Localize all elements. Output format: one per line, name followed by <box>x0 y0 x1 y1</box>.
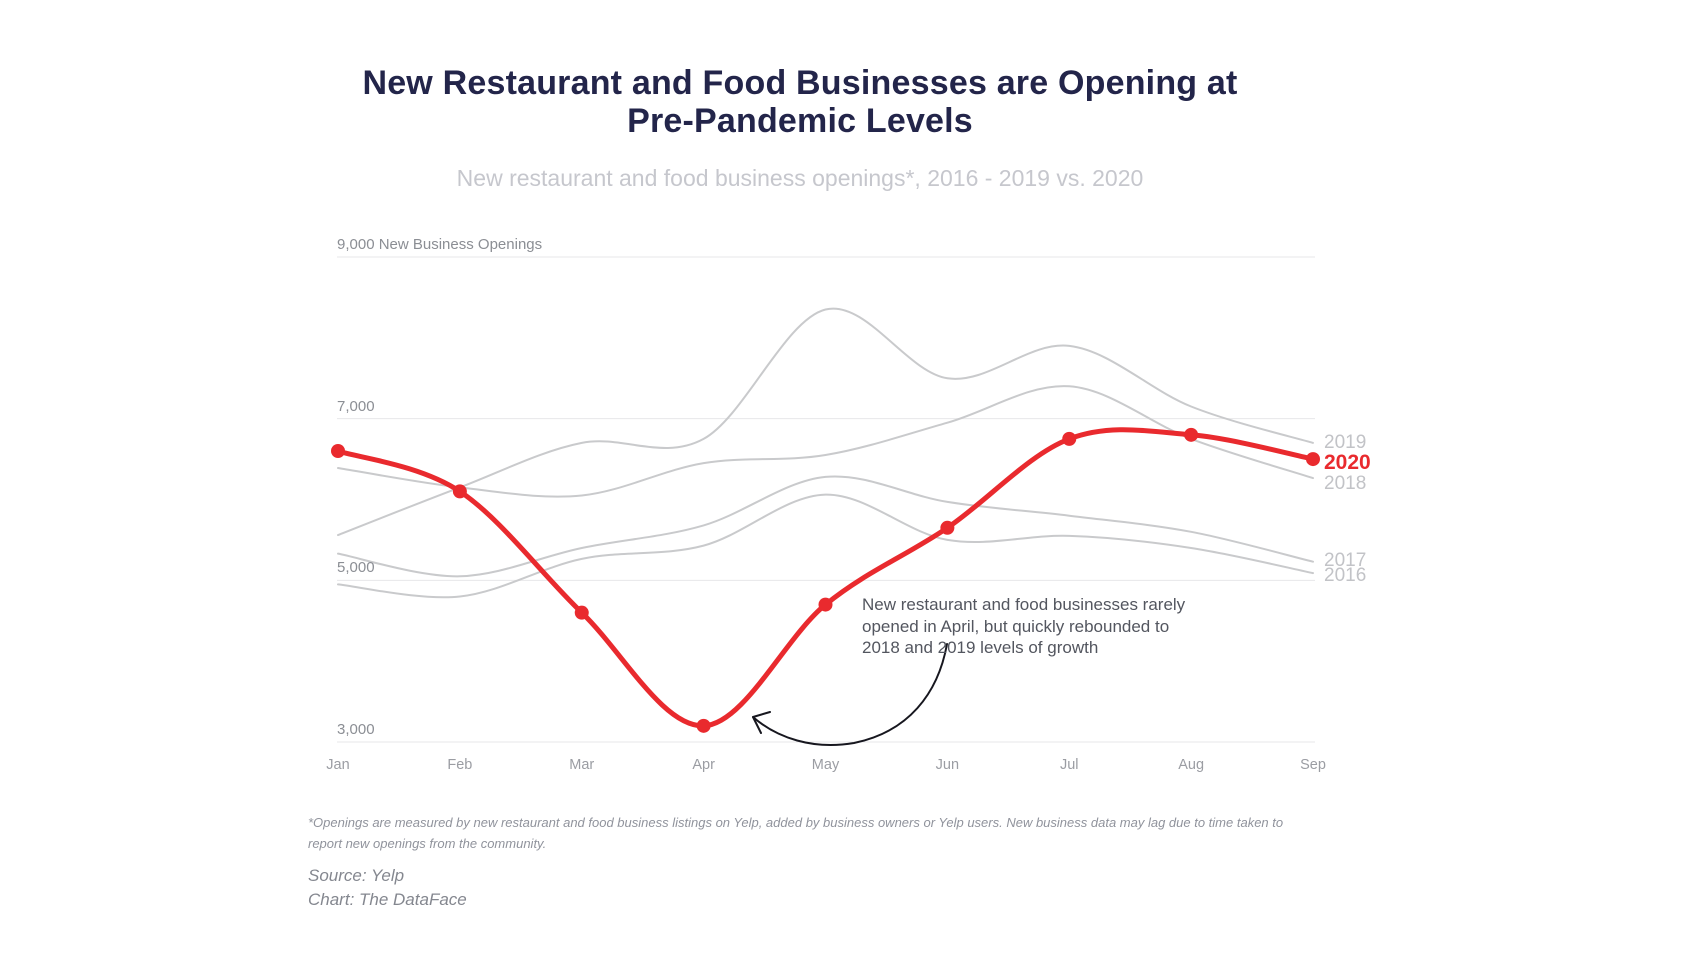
x-axis-tick-label: Apr <box>692 757 715 773</box>
annotation-note: New restaurant and food businesses rarel… <box>862 594 1185 659</box>
x-axis-tick-label: Aug <box>1178 757 1205 773</box>
line-2019 <box>337 307 1314 537</box>
data-point-2020 <box>331 444 345 458</box>
x-axis-tick-label: Jun <box>935 757 960 773</box>
x-axis-tick-label: Jan <box>326 757 350 773</box>
gridlines <box>337 256 1315 743</box>
y-axis-tick-label: 5,000 <box>337 559 375 577</box>
data-point-2020 <box>940 520 955 535</box>
x-axis-tick-label: May <box>811 757 840 773</box>
y-axis-tick-label: 3,000 <box>337 721 375 738</box>
source-block: Source: Yelp Chart: The DataFace <box>308 864 467 912</box>
data-point-2020 <box>1306 452 1320 467</box>
y-axis-tick-label: 7,000 <box>337 397 375 415</box>
data-series-lines <box>335 307 1316 729</box>
x-axis-tick-label: Mar <box>569 757 595 773</box>
x-axis-tick-label: Jul <box>1059 757 1079 773</box>
line-2017 <box>337 475 1314 578</box>
data-point-2020 <box>574 605 589 620</box>
x-axis-tick-label: Feb <box>447 757 473 773</box>
chart-subtitle: New restaurant and food business opening… <box>456 165 1144 191</box>
data-point-2020 <box>818 597 833 612</box>
footnote-text: *Openings are measured by new restaurant… <box>308 815 1284 851</box>
line-2020 <box>335 427 1316 729</box>
y-axis-tick-label: 9,000 New Business Openings <box>337 236 543 253</box>
annotation-line: 2018 and 2019 levels of growth <box>862 638 1099 657</box>
series-label-2018: 2018 <box>1324 473 1367 494</box>
annotation-line: opened in April, but quickly rebounded t… <box>862 616 1170 636</box>
data-point-2020 <box>696 718 711 733</box>
series-label-2020: 2020 <box>1324 451 1371 474</box>
chart-title: New Restaurant and Food Businesses are O… <box>0 64 1600 140</box>
x-axis-tick-label: Sep <box>1300 757 1326 773</box>
chart-title-line1: New Restaurant and Food Businesses are O… <box>362 64 1238 102</box>
chart-title-line2: Pre-Pandemic Levels <box>627 102 973 140</box>
series-label-2019: 2019 <box>1324 432 1367 453</box>
data-point-markers <box>331 427 1320 733</box>
series-label-2016: 2016 <box>1324 565 1367 586</box>
chart-card <box>258 35 1540 895</box>
data-point-2020 <box>1184 427 1199 442</box>
source-text: Source: Yelp <box>308 866 405 885</box>
annotation-arrow <box>752 643 948 746</box>
data-point-2020 <box>1062 431 1077 446</box>
series-label-2017: 2017 <box>1324 550 1367 571</box>
credit-text: Chart: The DataFace <box>308 890 467 909</box>
line-2016 <box>337 493 1314 599</box>
line-2018 <box>337 385 1314 498</box>
annotation-line: New restaurant and food businesses rarel… <box>862 595 1186 614</box>
data-point-2020 <box>452 484 467 499</box>
